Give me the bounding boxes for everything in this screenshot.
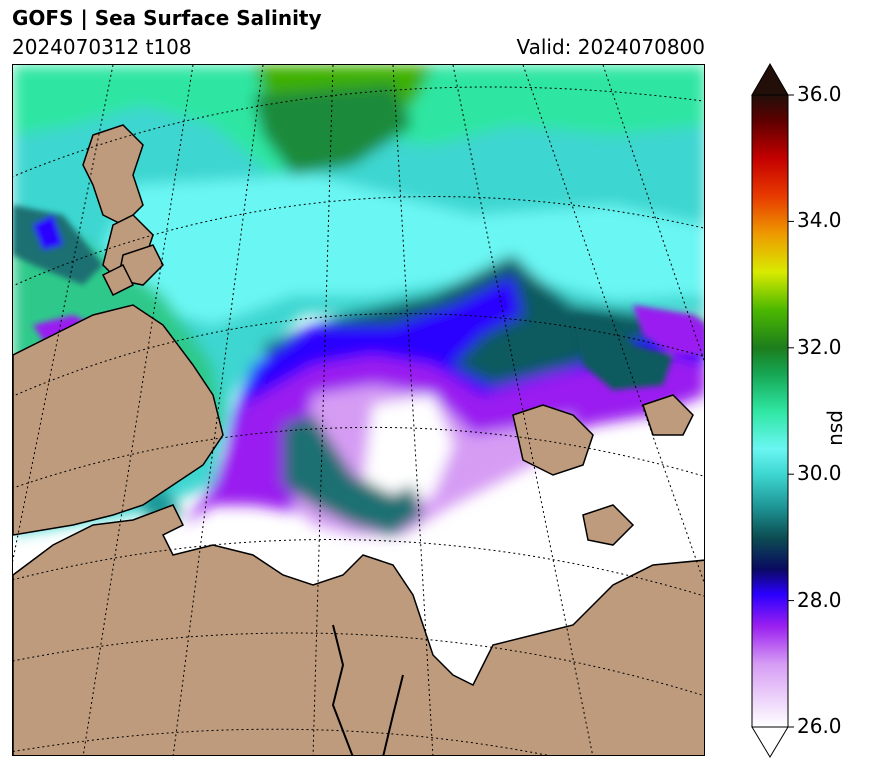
island-east-1 <box>512 404 594 476</box>
map-title: GOFS | Sea Surface Salinity <box>12 6 322 30</box>
salinity-map <box>12 64 705 756</box>
salinity-zone-teal-tongue <box>283 415 423 535</box>
colorbar-tick-label: 30.0 <box>797 461 842 486</box>
island-north-4 <box>101 263 135 297</box>
colorbar-tick-label: 26.0 <box>797 714 842 738</box>
map-canvas <box>13 65 704 755</box>
colorbar-graphic <box>751 63 794 758</box>
colorbar-tick-label: 28.0 <box>797 587 842 612</box>
graticule <box>13 65 704 755</box>
salinity-zone-violet-east <box>633 305 704 355</box>
land-south <box>13 504 704 755</box>
island-east-2 <box>642 394 694 436</box>
salinity-zone-darkgreen <box>253 85 413 175</box>
colorbar-extend-max <box>751 63 789 96</box>
river <box>331 624 354 755</box>
land-masses <box>13 124 704 755</box>
colorbar-extend-min <box>751 726 789 758</box>
valid-time-label: Valid: 2024070800 <box>516 35 705 59</box>
river-2 <box>382 674 404 755</box>
island-south-1 <box>582 504 635 546</box>
colorbar-tick-label: 32.0 <box>797 334 842 359</box>
land-southwest <box>13 304 224 536</box>
colorbar-tick-label: 34.0 <box>797 208 842 233</box>
colorbar-bar <box>751 94 789 728</box>
colorbar-ticks <box>788 94 794 728</box>
salinity-zone-teal-east <box>573 315 673 390</box>
colorbar <box>745 60 795 760</box>
colorbar-tick-label: 36.0 <box>797 82 842 106</box>
salinity-zone-fresh <box>363 395 453 515</box>
run-label: 2024070312 t108 <box>12 35 192 59</box>
salinity-zone-blue-west <box>33 215 63 250</box>
colorbar-units-label: psu <box>826 410 850 446</box>
